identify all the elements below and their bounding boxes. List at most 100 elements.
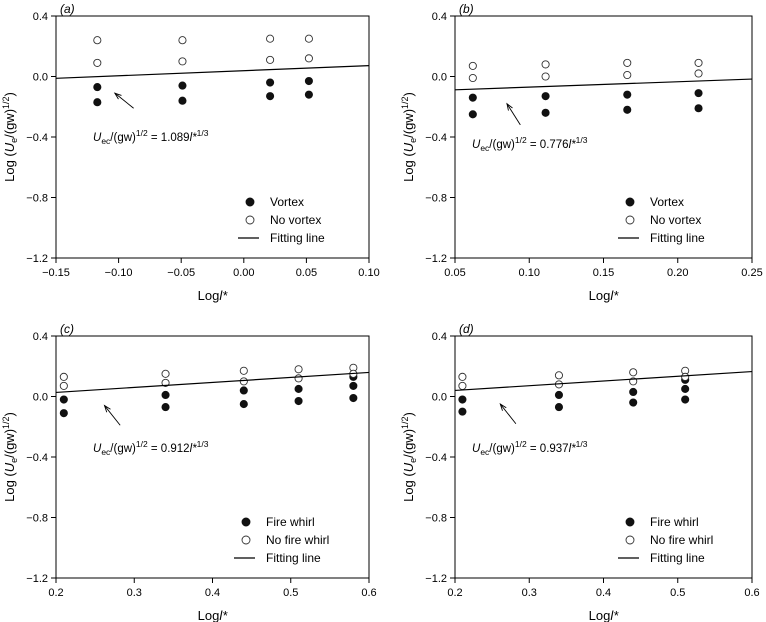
open-point [304,34,313,43]
x-tick-label: 0.4 [205,587,220,599]
y-tick-label: −1.2 [26,253,48,265]
fitting-line [55,371,370,394]
open-point [93,36,102,45]
legend-entry: No fire whirl [650,533,713,547]
x-tick-label: 0.5 [670,587,685,599]
filled-point [629,387,638,397]
y-axis-label: Log (Ue/(gw)1/2) [1,412,19,502]
y-tick-label: −0.8 [425,513,447,525]
x-tick-label: 0.5 [283,587,298,599]
fitting-line [454,78,753,91]
y-axis-label: Log (Ue/(gw)1/2) [400,92,418,182]
panel-b: 0.05 0.10 0.15 0.20 0.25 −1.2 −0.8 −0.4 0.0 0.4 (b… [400,2,763,303]
legend-marker [625,215,635,225]
filled-point [178,81,187,90]
filled-point [541,108,550,117]
filled-point [294,384,303,393]
panel-label: (a) [60,2,75,16]
legend-entry: Fire whirl [650,515,699,529]
panel-a: −0.15 −0.10 −0.05 0.00 0.05 0.10 −1.2 −0.8 −0.4 0… [1,2,380,303]
filled-point [694,89,703,98]
x-tick-label: 0.3 [522,587,537,599]
open-point [623,70,632,80]
x-tick-label: 0.6 [361,587,376,599]
filled-point [161,403,170,412]
filled-point [304,90,313,99]
x-tick-label: 0.3 [127,587,142,599]
plot-frame [454,15,753,259]
x-tick-label: 0.2 [447,587,462,599]
filled-point [468,93,477,102]
legend-entry: Fire whirl [266,515,315,529]
x-tick-label: 0.15 [593,267,614,279]
y-tick-label: −0.4 [26,132,48,144]
filled-point [59,409,68,418]
legend-marker [241,535,251,545]
legend-entry: Fitting line [650,551,705,565]
filled-point [541,92,550,101]
open-point [266,34,275,43]
filled-point [458,395,467,404]
y-tick-label: −0.8 [425,193,447,205]
filled-point [681,384,690,393]
x-tick-label: 0.20 [667,267,688,279]
legend-entry: Fitting line [270,231,325,245]
legend-marker [241,517,251,527]
open-point [694,58,703,67]
filled-point [349,393,358,403]
filled-point [694,104,703,113]
y-tick-label: 0.4 [432,331,447,343]
fit-equation: Uec/(gw)1/2 = 0.776l*1/3 [472,135,588,153]
legend-entry: Vortex [650,195,684,209]
x-axis-label: Logl* [198,288,229,303]
filled-point [623,105,632,114]
panel-c: 0.2 0.3 0.4 0.5 0.6 −1.2 −0.8 −0.4 0.0 0.4 (c) Logl… [1,322,377,622]
y-tick-label: −1.2 [26,573,48,585]
open-point [239,377,248,386]
filled-point [93,98,102,107]
x-tick-label: 0.10 [358,267,379,279]
fit-equation: Uec/(gw)1/2 = 1.089l*1/3 [93,128,209,146]
x-tick-label: 0.05 [444,267,465,279]
fit-equation: Uec/(gw)1/2 = 0.937l*1/3 [472,439,588,457]
legend-marker [625,197,635,207]
filled-point [161,390,170,400]
filled-point [266,78,275,87]
legend-marker [625,535,635,545]
x-tick-label: 0.6 [744,587,759,599]
legend-marker [245,215,255,225]
annotation-arrow [499,403,517,425]
filled-point [93,83,102,92]
y-tick-label: −1.2 [425,573,447,585]
annotation-arrowhead [499,403,507,411]
open-point [623,58,632,67]
y-axis-label: Log (Ue/(gw)1/2) [1,92,19,182]
y-tick-label: 0.4 [432,11,447,23]
filled-point [623,90,632,99]
filled-point [681,395,690,404]
open-point [178,57,187,66]
x-axis-label: Logl* [589,608,620,622]
x-axis-label: Logl* [589,288,620,303]
open-point [629,368,638,377]
x-tick-label: 0.25 [741,267,762,279]
open-point [468,73,477,83]
filled-point [629,398,638,407]
legend-entry: No vortex [270,213,321,227]
x-tick-label: 0.10 [519,267,540,279]
filled-point [304,76,313,86]
open-point [93,58,102,67]
open-point [161,378,170,387]
filled-point [59,395,68,404]
open-point [239,366,248,375]
y-tick-label: 0.4 [33,331,48,343]
y-tick-label: 0.4 [33,11,48,23]
legend-entry: Fitting line [266,551,321,565]
fit-equation: Uec/(gw)1/2 = 0.912l*1/3 [93,439,209,457]
annotation-arrowhead [113,92,122,100]
open-point [294,374,303,383]
annotation-arrow [104,405,121,426]
legend-entry: Fitting line [650,231,705,245]
filled-point [554,390,564,400]
